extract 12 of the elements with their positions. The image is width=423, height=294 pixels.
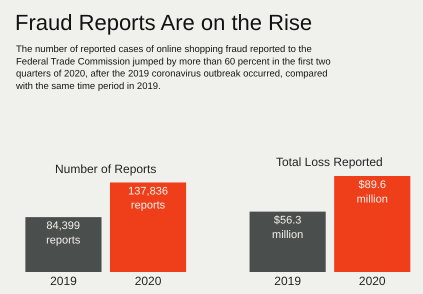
text: Fraud Reports Are on the Rise [15,10,312,35]
chart-title: Total Loss Reported [276,155,383,169]
x-tick-label: 2020 [358,274,386,288]
chart-title: Number of Reports [55,162,156,176]
x-tick-label: 2019 [274,274,302,288]
data-label: 84,399 reports [46,220,81,246]
x-tick-label: 2019 [50,274,78,288]
text: The number of reported cases of online shopping fraud reported to the Federal Trade Commission jumped by more than 60 percent in the first two quarters of 2020, after the 2019 coronavirus outbreak occurred, compared with the same time period in 2019. [15,44,331,92]
data-label: $56.3 million [272,214,304,241]
x-tick-label: 2020 [134,274,162,288]
data-label: 137,836 reports [128,185,168,212]
data-label: $89.6 million [356,179,388,206]
